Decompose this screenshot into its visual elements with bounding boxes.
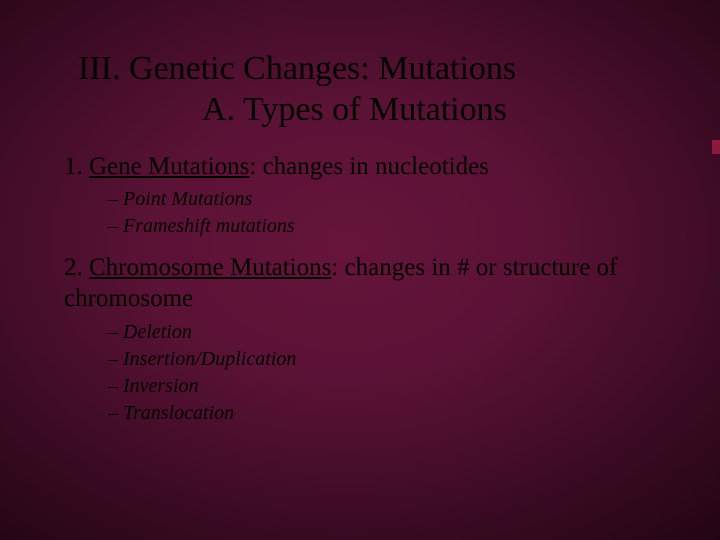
section-1-subitems: Point Mutations Frameshift mutations xyxy=(64,186,666,240)
sub-item: Frameshift mutations xyxy=(108,213,666,240)
sub-item: Translocation xyxy=(108,400,666,427)
section-1-rest: : changes in nucleotides xyxy=(249,153,489,180)
section-1-heading: 1. Gene Mutations: changes in nucleotide… xyxy=(64,151,666,182)
section-2-number: 2. xyxy=(64,254,89,281)
sub-item: Insertion/Duplication xyxy=(108,346,666,373)
sub-item: Deletion xyxy=(108,319,666,346)
section-1-number: 1. xyxy=(64,153,89,180)
section-2-heading: 2. Chromosome Mutations: changes in # or… xyxy=(64,252,666,315)
section-2-underline: Chromosome Mutations xyxy=(89,254,331,281)
title-line-2: A. Types of Mutations xyxy=(78,89,666,130)
accent-mark-icon xyxy=(712,140,720,154)
section-1-underline: Gene Mutations xyxy=(89,153,249,180)
slide-body: III. Genetic Changes: Mutations A. Types… xyxy=(0,0,720,427)
slide-title: III. Genetic Changes: Mutations A. Types… xyxy=(54,48,666,131)
title-line-1: III. Genetic Changes: Mutations xyxy=(78,48,666,89)
sub-item: Point Mutations xyxy=(108,186,666,213)
sub-item: Inversion xyxy=(108,373,666,400)
section-2-subitems: Deletion Insertion/Duplication Inversion… xyxy=(64,319,666,427)
content: 1. Gene Mutations: changes in nucleotide… xyxy=(54,151,666,427)
